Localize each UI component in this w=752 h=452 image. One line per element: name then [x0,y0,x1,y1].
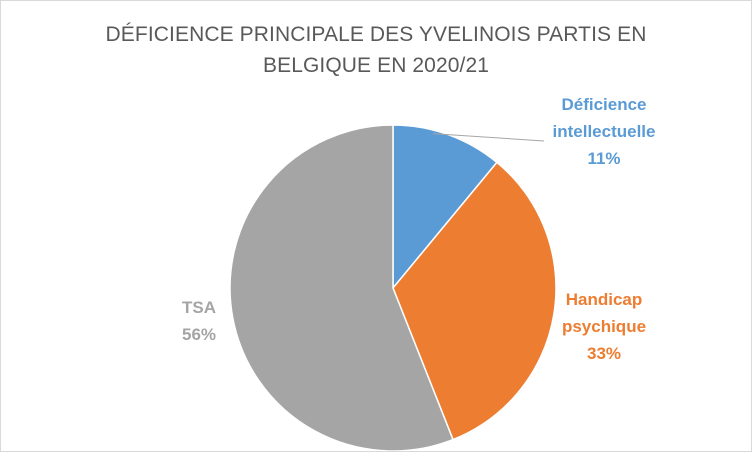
data-label-tsa-line-1: TSA [182,298,216,317]
data-label-tsa: TSA 56% [149,294,249,348]
data-label-deficience-line-1: Déficience [561,95,647,114]
data-label-handicap-psychique: Handicap psychique 33% [539,286,669,367]
chart-title-line-2: BELGIQUE EN 2020/21 [262,54,490,77]
chart-title: DÉFICIENCE PRINCIPALE DES YVELINOIS PART… [1,19,751,81]
data-label-handicap-value: 33% [586,344,622,363]
pie-slice-handicap-psychique [392,161,557,441]
data-label-deficience-value: 11% [587,149,621,168]
data-label-handicap-line-2: psychique [561,317,647,336]
data-label-handicap-line-1: Handicap [565,290,643,309]
pie-slices [229,124,557,451]
data-label-deficience-line-2: intellectuelle [552,122,656,141]
chart-title-line-1: DÉFICIENCE PRINCIPALE DES YVELINOIS PART… [105,23,647,46]
data-label-tsa-value: 56% [181,325,217,344]
pie-slice-tsa [229,124,454,451]
data-label-deficience-intellectuelle: Déficience intellectuelle 11% [529,91,679,172]
leader-line-deficience [432,133,545,142]
